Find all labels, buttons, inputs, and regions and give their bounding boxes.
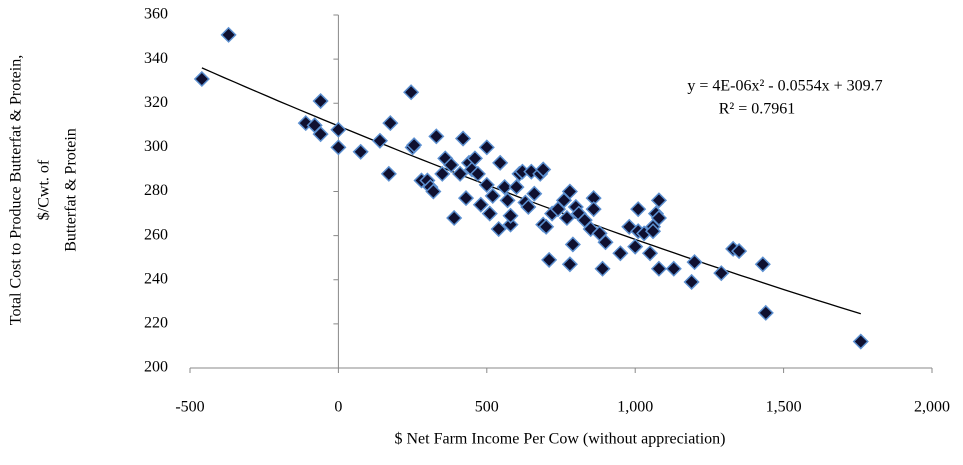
data-point [499,192,516,209]
x-tick-label: -500 [175,399,204,416]
data-point [541,251,558,268]
data-point [612,245,629,262]
data-point [561,183,578,200]
data-point [731,243,748,260]
data-point [641,245,659,262]
data-point [496,179,513,196]
data-point [380,165,397,182]
data-point [220,26,237,43]
data-point [650,192,668,209]
y-tick-label: 360 [144,6,168,23]
data-point [627,238,644,255]
data-point [686,254,703,271]
data-point [558,209,575,227]
x-tick-label: 2,000 [914,399,950,416]
data-point [490,220,507,238]
data-point [457,190,475,207]
data-point [472,196,489,213]
data-point [382,115,399,132]
data-point [597,234,614,251]
data-point [452,165,469,182]
data-point [312,92,329,110]
data-point [492,154,509,171]
trendline-equation: y = 4E-06x² - 0.0554x + 309.7 [687,78,882,95]
data-point [481,205,498,222]
data-point [502,216,519,233]
y-axis-label: Total Cost to Produce Butterfat & Protei… [8,55,80,325]
data-point [520,198,537,216]
data-point [538,218,555,235]
data-point [561,256,578,273]
data-point [852,333,869,350]
data-point [469,165,486,182]
y-tick-label: 200 [144,359,168,376]
y-axis-label-line: Total Cost to Produce Butterfat & Protei… [8,55,25,325]
data-point [446,209,463,227]
data-point [478,176,495,193]
data-point [428,128,445,145]
data-point [757,304,774,321]
data-point [484,187,501,204]
data-point [330,121,347,138]
y-tick-label: 300 [144,138,168,155]
x-tick-label: 1,000 [617,399,653,416]
data-point [478,139,495,156]
y-tick-label: 280 [144,182,168,199]
data-point [466,150,483,167]
y-tick-label: 260 [144,226,168,243]
data-point [526,185,543,202]
r-squared: R² = 0.7961 [719,101,796,118]
data-point [193,70,210,88]
data-point [683,273,700,291]
data-point [434,165,451,182]
data-point [585,201,602,218]
data-point [508,179,525,196]
y-tick-label: 340 [144,50,168,67]
x-tick-label: 0 [334,399,342,416]
y-axis-label-line: $/Cwt. of [36,159,53,220]
y-tick-label: 240 [144,270,168,287]
data-point [502,207,519,224]
data-point [330,139,347,156]
data-point [754,256,771,273]
data-point [454,130,472,147]
data-point [535,161,552,178]
x-tick-label: 500 [475,399,499,416]
data-point [564,236,581,253]
data-point [406,137,423,154]
data-point [371,132,389,149]
data-point [650,260,668,277]
y-tick-label: 220 [144,315,168,332]
data-point [630,201,647,218]
data-point [352,143,369,160]
data-point [644,223,662,240]
x-axis-label: $ Net Farm Income Per Cow (without appre… [394,431,725,448]
data-point [594,260,611,277]
data-point [425,183,442,200]
x-tick-label: 1,500 [766,399,802,416]
y-tick-label: 320 [144,94,168,111]
data-point [713,265,730,282]
data-point [312,126,329,143]
data-point [443,156,460,174]
data-point [403,84,420,101]
data-point [650,209,668,227]
y-axis-label-line: Butterfat & Protein [63,128,80,252]
data-point [665,260,682,277]
